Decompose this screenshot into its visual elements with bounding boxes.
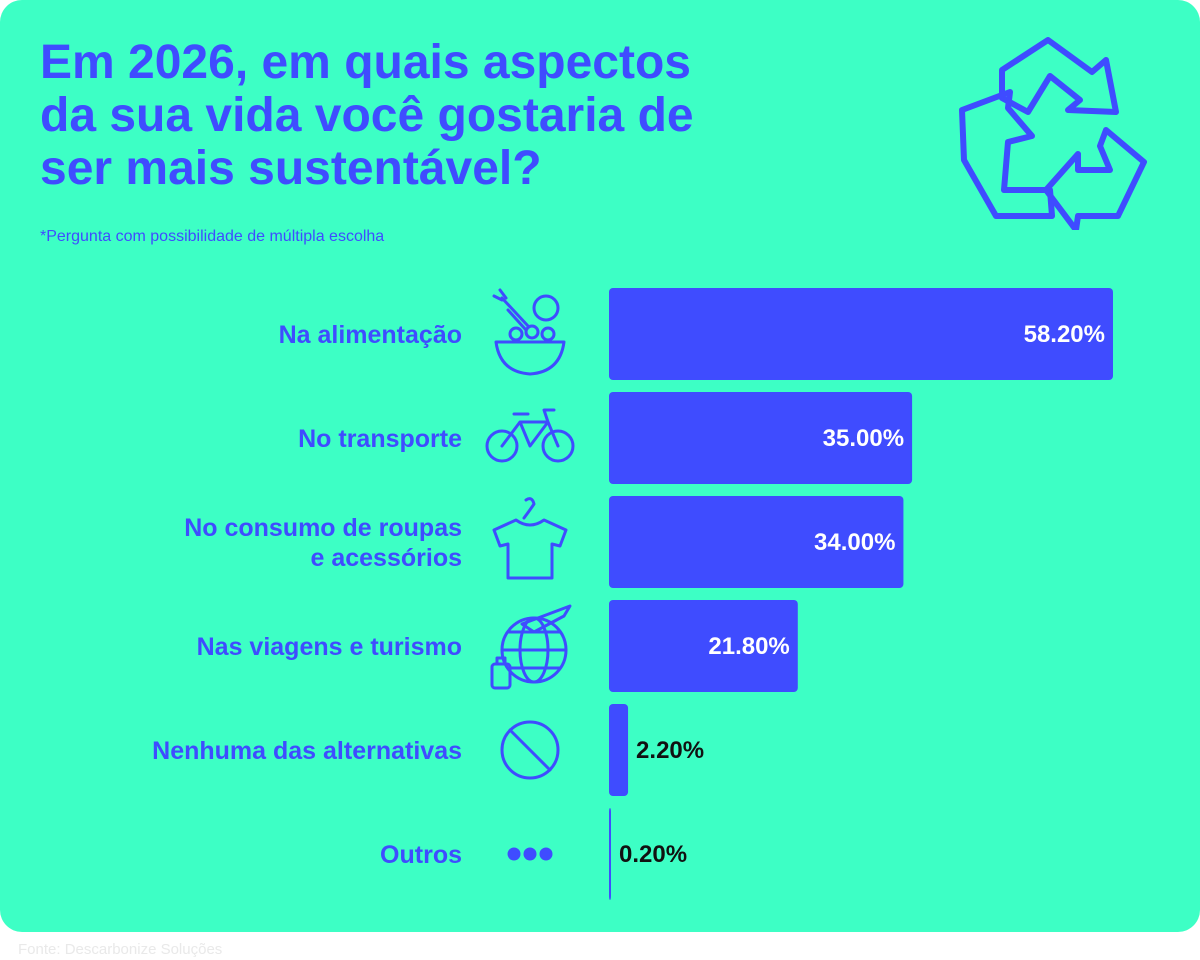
category-label: Nas viagens e turismo [197,633,462,661]
more-dots-icon [507,847,553,861]
category-label: Outros [380,841,462,869]
food-bowl-icon [492,288,566,376]
bar-chart: Na alimentação 58.20% No transporte 35.00% N… [152,288,1113,900]
bar [609,288,1113,380]
bar [609,704,629,796]
bar [609,496,904,588]
value-label: 2.20% [636,737,704,764]
prohibited-icon [500,720,560,780]
category-label: No transporte [298,425,462,453]
value-label: 21.80% [708,633,789,660]
category-label: No consumo de roupas [184,514,462,542]
bar [609,392,913,484]
bar [609,808,611,900]
tshirt-icon [492,497,568,580]
value-label: 0.20% [619,841,687,868]
value-label: 34.00% [814,529,895,556]
infographic-card [0,0,1200,932]
bicycle-icon [485,408,575,463]
category-label: Nenhuma das alternativas [152,737,462,765]
value-label: 58.20% [1024,321,1105,348]
globe-travel-icon [490,604,572,690]
category-label: Na alimentação [279,321,462,349]
value-label: 35.00% [823,425,904,452]
chart-subtitle: *Pergunta com possibilidade de múltipla … [40,228,385,245]
recycle-icon [959,37,1147,230]
bar [609,600,798,692]
source-note: Fonte: Descarbonize Soluções [18,941,223,958]
category-label: e acessórios [311,544,463,572]
page-title: Em 2026, em quais aspectos da sua vida v… [40,36,694,195]
